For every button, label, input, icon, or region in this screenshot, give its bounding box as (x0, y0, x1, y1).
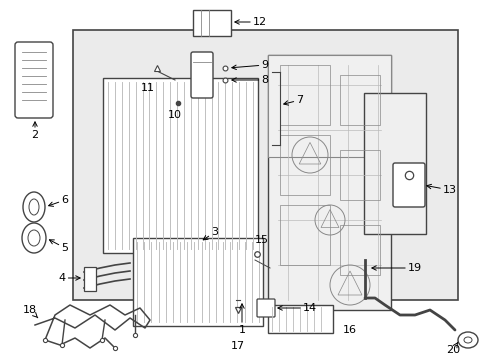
Ellipse shape (458, 332, 478, 348)
Text: 13: 13 (427, 184, 457, 195)
Bar (340, 225, 380, 275)
Bar (133, 238, 263, 326)
Text: 4: 4 (58, 273, 80, 283)
Bar (280, 65, 330, 125)
Bar (268, 55, 391, 157)
Text: 5: 5 (49, 240, 69, 253)
FancyBboxPatch shape (191, 52, 213, 98)
Text: 2: 2 (31, 122, 39, 140)
Text: 10: 10 (168, 110, 182, 120)
Text: 6: 6 (49, 195, 69, 206)
Text: 17: 17 (231, 341, 245, 351)
Text: 12: 12 (235, 17, 267, 27)
Text: 18: 18 (23, 305, 38, 318)
Text: 16: 16 (343, 325, 357, 335)
Text: 8: 8 (232, 75, 269, 85)
Bar (280, 205, 330, 265)
Ellipse shape (464, 337, 472, 343)
Text: 19: 19 (372, 263, 422, 273)
FancyBboxPatch shape (15, 42, 53, 118)
Ellipse shape (28, 230, 40, 246)
Text: 20: 20 (446, 342, 460, 355)
Ellipse shape (29, 199, 39, 215)
Text: 14: 14 (278, 303, 317, 313)
Text: 7: 7 (284, 95, 304, 105)
Bar (84, 267, 96, 291)
Ellipse shape (22, 223, 46, 253)
Bar (103, 78, 258, 253)
Bar (364, 93, 425, 234)
Text: 3: 3 (203, 227, 219, 240)
Bar (193, 10, 231, 36)
Bar (268, 55, 391, 310)
Bar (340, 150, 380, 200)
Text: 9: 9 (232, 60, 269, 70)
Ellipse shape (23, 192, 45, 222)
Bar (73, 30, 458, 300)
Text: 1: 1 (239, 304, 245, 335)
Bar (340, 75, 380, 125)
Bar (268, 305, 333, 333)
Text: 15: 15 (255, 235, 269, 245)
FancyBboxPatch shape (257, 299, 275, 317)
Text: 11: 11 (141, 83, 155, 93)
FancyBboxPatch shape (393, 163, 425, 207)
Bar (280, 135, 330, 195)
